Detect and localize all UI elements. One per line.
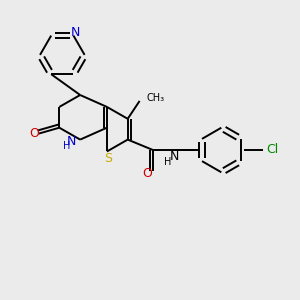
Text: Cl: Cl [266, 142, 279, 156]
Text: CH₃: CH₃ [146, 93, 164, 103]
Text: O: O [142, 167, 152, 180]
Text: O: O [29, 127, 39, 140]
Text: N: N [67, 135, 76, 148]
Text: N: N [70, 26, 80, 39]
Text: H: H [164, 157, 172, 167]
Text: N: N [170, 150, 179, 163]
Text: H: H [63, 141, 70, 151]
Text: S: S [104, 152, 112, 164]
